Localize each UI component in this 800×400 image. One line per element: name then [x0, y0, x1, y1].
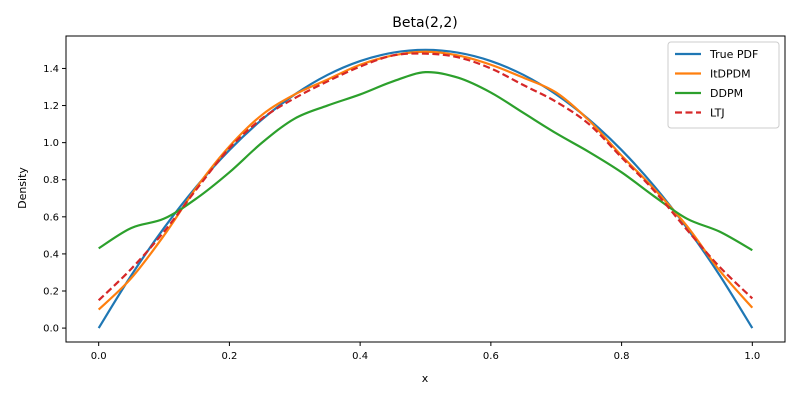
y-tick-label: 0.2 [43, 287, 59, 298]
x-tick-label: 0.4 [352, 351, 368, 362]
legend-label: DDPM [710, 87, 743, 100]
x-axis: 0.0 0.2 0.4 0.6 0.8 1.0 [91, 342, 760, 362]
y-tick-label: 0.4 [43, 249, 59, 260]
legend-label: True PDF [709, 48, 758, 61]
y-axis-label: Density [16, 167, 29, 209]
series-line-1 [97, 50, 754, 311]
x-tick-label: 0.2 [221, 351, 237, 362]
legend: True PDF ItDPDM DDPM LTJ [667, 41, 780, 129]
y-tick-label: 0.6 [43, 212, 59, 223]
y-axis: 0.0 0.2 0.4 0.6 0.8 1.0 1.2 1.4 [43, 64, 66, 335]
x-axis-label: x [422, 372, 429, 385]
x-tick-label: 0.0 [91, 351, 107, 362]
x-tick-label: 0.6 [483, 351, 499, 362]
y-tick-label: 1.4 [43, 64, 59, 75]
legend-label: LTJ [710, 107, 725, 120]
legend-box [667, 41, 780, 129]
chart-title: Beta(2,2) [392, 15, 457, 31]
y-tick-label: 0.0 [43, 324, 59, 335]
x-tick-label: 1.0 [744, 351, 760, 362]
y-tick-label: 1.2 [43, 101, 59, 112]
x-tick-label: 0.8 [614, 351, 630, 362]
plot-frame [65, 35, 786, 343]
y-tick-label: 0.8 [43, 175, 59, 186]
series-line-3 [97, 52, 754, 302]
legend-label: ItDPDM [710, 68, 751, 81]
series-group [97, 48, 754, 329]
y-tick-label: 1.0 [43, 138, 59, 149]
series-line-2 [98, 70, 753, 252]
